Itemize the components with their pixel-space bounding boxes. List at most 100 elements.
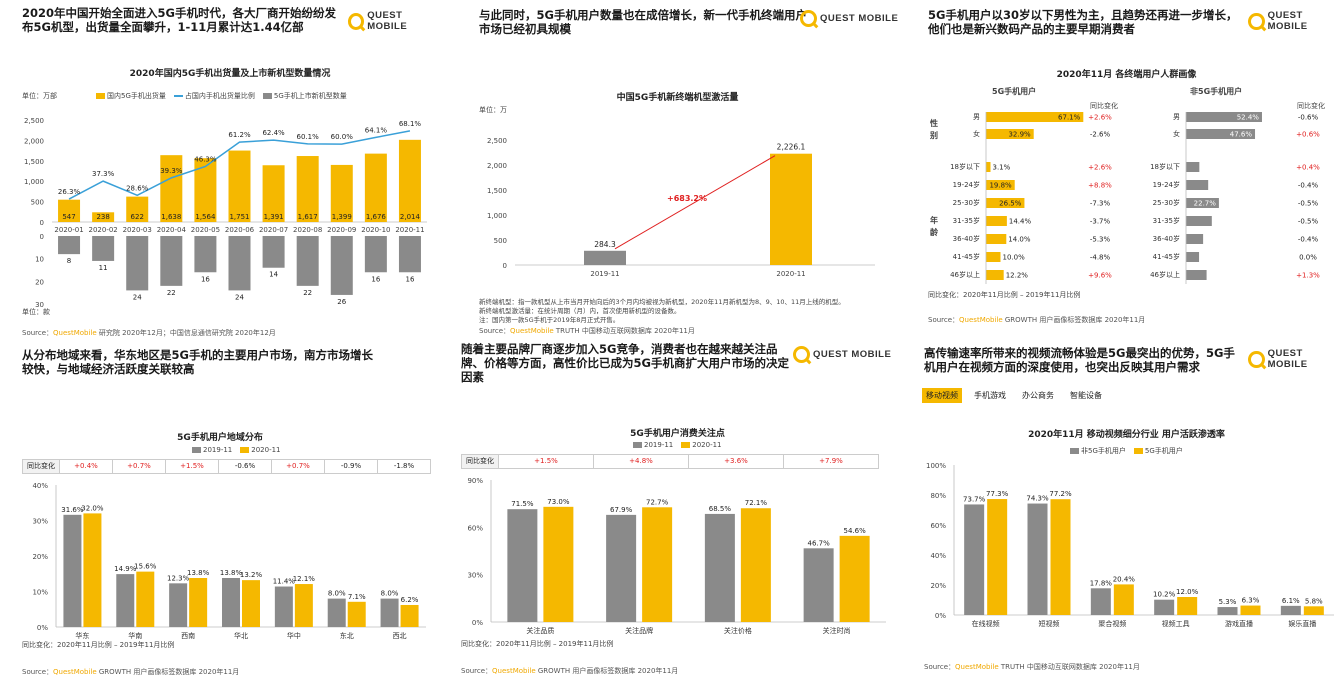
- data-label: 1,617: [298, 213, 318, 221]
- logo-icon: [348, 12, 365, 30]
- data-label: 9.0%: [1201, 254, 1219, 262]
- x-tick-label: 关注时尚: [823, 626, 851, 635]
- bar: [1217, 607, 1238, 615]
- data-label: 5.3%: [1219, 598, 1237, 606]
- logo-icon: [793, 346, 810, 363]
- y-tick-label: 20%: [32, 553, 48, 561]
- quest-mobile-logo: QUEST MOBILE: [348, 10, 440, 32]
- category-label: 男: [1173, 113, 1180, 121]
- data-label: 26.5%: [999, 200, 1022, 208]
- bar: [63, 514, 82, 627]
- growth-arrow: [614, 155, 776, 250]
- bar: [1186, 129, 1256, 139]
- y-tick-label: 1,000: [487, 212, 507, 220]
- data-label: 22: [303, 289, 312, 297]
- data-label: 11.4%: [273, 578, 296, 586]
- source-text: Source：QuestMobile 研究院 2020年12月；中国信息通信研究…: [22, 329, 276, 337]
- gender-label: 性别: [930, 119, 938, 140]
- x-tick-label: 娱乐直播: [1288, 619, 1316, 628]
- series-line: [68, 130, 411, 200]
- y-tick-label: 1,000: [24, 178, 44, 186]
- change-label: -0.4%: [1298, 236, 1319, 244]
- region-chart: 40% 30% 20% 10% 0% 31.6%32.0% 华东 14.9%15.6% 华南 12…: [32, 482, 426, 640]
- bar: [83, 513, 102, 627]
- note: 同比变化：2020年11月比例 – 2019年11月比例: [461, 640, 614, 648]
- bar: [400, 604, 419, 627]
- bar: [986, 112, 1084, 122]
- chart-title: 5G手机用户消费关注点: [630, 429, 725, 439]
- y-tick-label: 80%: [930, 492, 946, 500]
- y-tick-label: 20%: [930, 582, 946, 590]
- y-tick-label: 30: [35, 301, 44, 309]
- category-label: 41-45岁: [953, 252, 980, 261]
- x-tick-label: 华东: [75, 631, 89, 640]
- bar: [194, 158, 217, 222]
- data-label: 14.0%: [1008, 236, 1031, 244]
- tab-mobile-video[interactable]: 移动视频: [922, 388, 962, 403]
- panel-focus: 随着主要品牌厂商逐步加入5G竞争，消费者也在越来越关注品牌、价格等方面，高性价比…: [455, 342, 900, 681]
- chart-title: 2020年11月 各终端用户人群画像: [1056, 70, 1197, 80]
- data-label: 31.6%: [61, 506, 84, 514]
- change-label: 0.0%: [1299, 254, 1317, 262]
- tab-smart-devices[interactable]: 智能设备: [1070, 391, 1102, 400]
- category-label: 18岁以下: [950, 162, 980, 171]
- data-label: 14: [269, 271, 278, 279]
- y-tick-label: 40%: [32, 482, 48, 490]
- change-cell: +0.4%: [60, 460, 113, 473]
- data-label: 32.9%: [1008, 131, 1031, 139]
- data-label: 8.0%: [328, 590, 346, 598]
- bar: [330, 236, 353, 295]
- data-label: 13.8%: [187, 569, 210, 577]
- source-text: Source：QuestMobile TRUTH 中国移动互联网数据库 2020…: [924, 663, 1140, 671]
- bar: [228, 150, 251, 222]
- left-header: 5G手机用户: [992, 87, 1037, 96]
- chart-title: 中国5G手机新终端机型激活量: [616, 93, 739, 103]
- data-label: 22.7%: [1194, 200, 1217, 208]
- tab-mobile-games[interactable]: 手机游戏: [974, 391, 1006, 400]
- x-tick-label: 2020-06: [225, 226, 255, 234]
- bar: [296, 156, 319, 222]
- bar: [1186, 270, 1207, 280]
- unit-label-top: 单位：万部: [22, 92, 57, 100]
- bar: [1186, 234, 1204, 244]
- y-tick-label: 0: [503, 262, 507, 270]
- bar: [839, 535, 870, 622]
- bar: [126, 196, 149, 222]
- data-label: 17.8%: [1214, 218, 1237, 226]
- bar: [986, 180, 1015, 190]
- data-label: 12.2%: [1006, 272, 1029, 280]
- change-label: +0.4%: [1296, 164, 1320, 172]
- legend-item-5g: 5G手机用户: [1133, 446, 1183, 456]
- bar: [364, 153, 387, 222]
- y-tick-label: 0: [40, 219, 44, 227]
- change-label: -0.5%: [1298, 200, 1319, 208]
- x-tick-label: 短视频: [1039, 619, 1060, 628]
- category-label: 46岁以上: [1150, 270, 1180, 279]
- bar: [987, 499, 1008, 615]
- data-label: 1,564: [195, 213, 216, 221]
- y-tick-label: 40%: [930, 552, 946, 560]
- bar: [58, 199, 81, 222]
- data-label: 8.0%: [381, 590, 399, 598]
- data-label: 6.1%: [1282, 597, 1300, 605]
- data-label: 16: [371, 275, 380, 283]
- panel-title: 从分布地域来看，华东地区是5G手机的主要用户市场，南方市场增长较快，与地域经济活…: [22, 348, 373, 376]
- quest-mobile-logo: QUEST MOBILE: [1248, 348, 1343, 370]
- category-label: 18岁以下: [1150, 162, 1180, 171]
- bar: [986, 270, 1004, 280]
- x-tick-label: 2020-02: [89, 226, 118, 234]
- x-tick-label: 2020-01: [54, 226, 83, 234]
- bar: [327, 598, 346, 627]
- bar: [222, 578, 240, 627]
- legend-item-shipments: 国内5G手机出货量: [96, 91, 166, 101]
- line-data-label: 60.0%: [331, 133, 354, 141]
- tab-office[interactable]: 办公商务: [1022, 391, 1054, 400]
- note: 同比变化：2020年11月比例 – 2019年11月比例: [22, 641, 175, 649]
- unit-label-bottom: 单位：款: [22, 308, 50, 316]
- change-label: -3.7%: [1090, 218, 1111, 226]
- activations-chart: 2,500 2,000 1,500 1,000 500 0 284.3 2019-11 2,22…: [487, 137, 875, 278]
- data-label: 13.8%: [220, 569, 243, 577]
- bar: [740, 508, 771, 622]
- data-label: 7.1%: [348, 593, 366, 601]
- x-tick-label: 2020-11: [776, 270, 805, 278]
